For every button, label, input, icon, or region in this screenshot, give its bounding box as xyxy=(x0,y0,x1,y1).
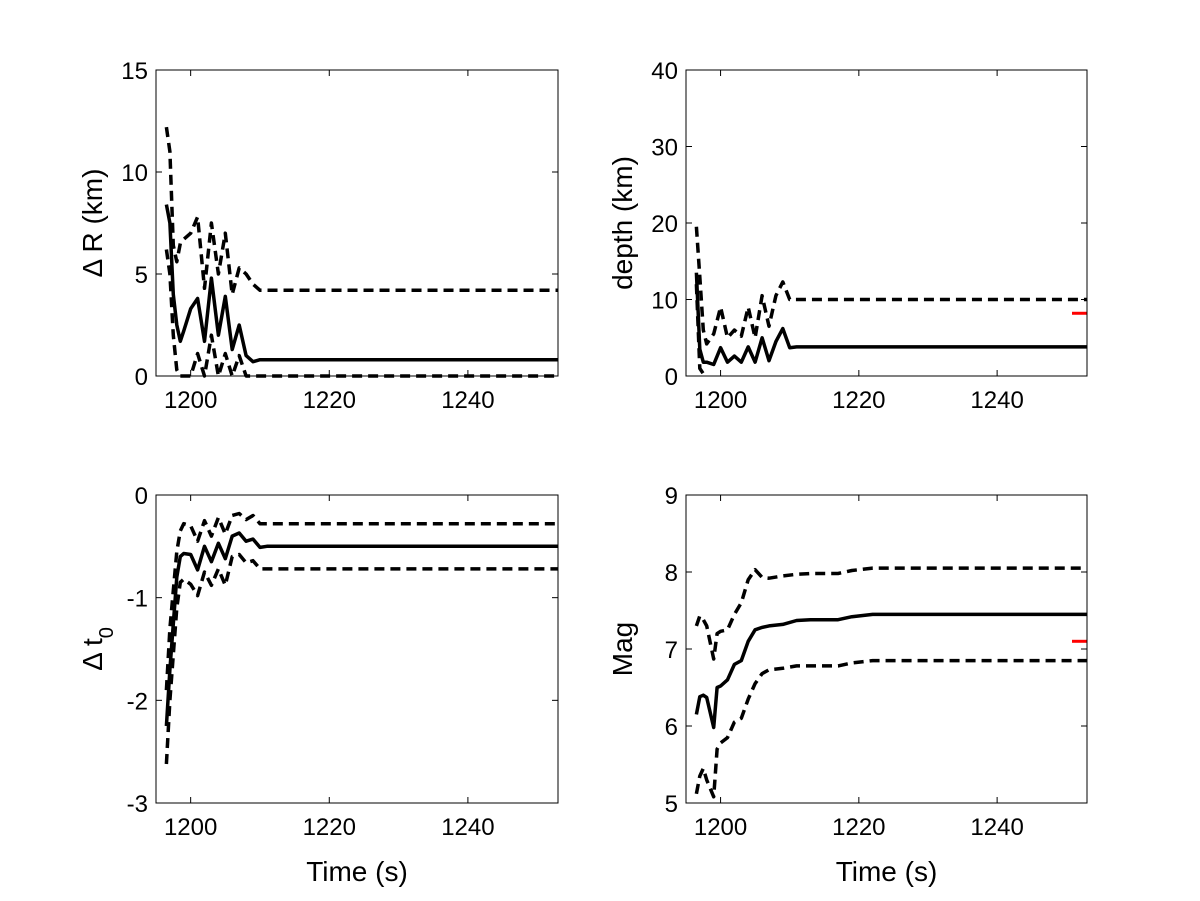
y-tick-label: 0 xyxy=(135,483,148,510)
y-tick-label: 10 xyxy=(121,160,148,187)
y-axis-label: depth (km) xyxy=(607,156,638,290)
y-tick-label: 20 xyxy=(651,211,678,238)
x-tick-label: 1240 xyxy=(441,814,494,841)
x-tick-label: 1200 xyxy=(164,814,217,841)
bound-line-2 xyxy=(164,552,558,765)
bound-line-1 xyxy=(164,126,558,297)
bound-line-2 xyxy=(694,658,1087,799)
subplot-mag: 1200 1220 1240 5 6 7 8 9 Mag Time (s) xyxy=(607,483,1088,887)
x-tick-label: 1240 xyxy=(970,814,1023,841)
x-tick-label: 1220 xyxy=(832,387,885,414)
y-tick-label: 40 xyxy=(651,58,678,85)
x-tick-label: 1220 xyxy=(303,387,356,414)
bound-line-1 xyxy=(164,511,558,691)
estimate-line-0 xyxy=(694,612,1087,730)
x-tick-label: 1200 xyxy=(164,387,217,414)
y-tick-label: 30 xyxy=(651,135,678,162)
y-tick-label: -3 xyxy=(127,791,148,818)
axes-box xyxy=(155,69,559,377)
x-tick-label: 1220 xyxy=(303,814,356,841)
y-axis-label-main: Δ t xyxy=(77,638,108,671)
estimate-line-0 xyxy=(694,272,1087,367)
x-tick-label: 1200 xyxy=(694,814,747,841)
y-tick-label: 6 xyxy=(665,714,678,741)
y-tick-label: -1 xyxy=(127,586,148,613)
subplot-delta-r: 1200 1220 1240 0 5 10 15 Δ R (km) xyxy=(77,58,559,414)
bound-line-1 xyxy=(694,226,1087,346)
subplot-depth: 1200 1220 1240 0 10 20 30 40 depth (km) xyxy=(607,58,1088,414)
y-tick-label: 0 xyxy=(135,364,148,391)
y-axis-label: Mag xyxy=(607,622,638,676)
y-axis-label: Δ R (km) xyxy=(77,169,108,278)
y-tick-label: 0 xyxy=(665,364,678,391)
x-axis-label: Time (s) xyxy=(306,856,408,887)
estimate-line-0 xyxy=(164,531,558,727)
y-axis-label: Δ t0 xyxy=(77,627,118,671)
y-tick-label: 5 xyxy=(665,791,678,818)
x-tick-label: 1200 xyxy=(694,387,747,414)
y-tick-label: 9 xyxy=(665,483,678,510)
y-tick-label: 10 xyxy=(651,288,678,315)
x-tick-label: 1240 xyxy=(441,387,494,414)
bound-line-2 xyxy=(164,249,558,378)
y-tick-label: 5 xyxy=(135,262,148,289)
bound-line-2 xyxy=(694,284,708,378)
y-tick-label: 15 xyxy=(121,58,148,85)
x-tick-label: 1240 xyxy=(970,387,1023,414)
y-tick-label: 7 xyxy=(665,637,678,664)
axes-box xyxy=(155,494,559,804)
x-tick-label: 1220 xyxy=(832,814,885,841)
y-axis-label-subscript: 0 xyxy=(96,627,118,638)
bound-line-1 xyxy=(694,566,1087,661)
y-tick-label: 8 xyxy=(665,560,678,587)
x-axis-label: Time (s) xyxy=(836,856,938,887)
y-tick-label: -2 xyxy=(127,688,148,715)
estimate-line-0 xyxy=(164,204,558,364)
axes-box xyxy=(685,69,1088,377)
